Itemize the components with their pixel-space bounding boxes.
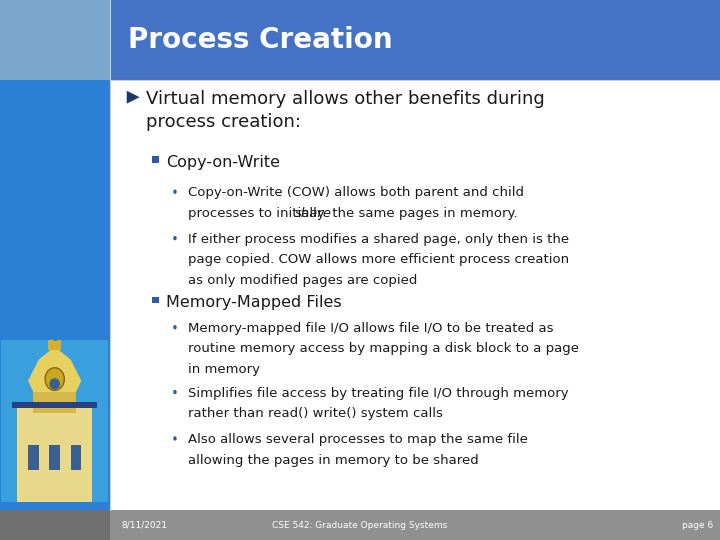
Text: routine memory access by mapping a disk block to a page: routine memory access by mapping a disk … (188, 342, 579, 355)
Text: Virtual memory allows other benefits during: Virtual memory allows other benefits dur… (146, 90, 545, 108)
Bar (152, 156, 159, 163)
Text: If either process modifies a shared page, only then is the: If either process modifies a shared page… (188, 233, 569, 246)
Text: allowing the pages in memory to be shared: allowing the pages in memory to be share… (188, 454, 479, 467)
Text: share: share (294, 207, 331, 220)
Text: 8/11/2021: 8/11/2021 (121, 521, 167, 530)
Text: Also allows several processes to map the same file: Also allows several processes to map the… (188, 433, 528, 446)
Ellipse shape (50, 378, 60, 390)
Text: Copy-on-Write (COW) allows both parent and child: Copy-on-Write (COW) allows both parent a… (188, 186, 524, 199)
Polygon shape (127, 91, 140, 104)
Text: process creation:: process creation: (146, 113, 301, 131)
Bar (28, 446, 39, 470)
Ellipse shape (174, 436, 176, 441)
Ellipse shape (45, 368, 64, 390)
Bar (110, 80, 720, 510)
Text: Simplifies file access by treating file I/O through memory: Simplifies file access by treating file … (188, 387, 569, 400)
Text: page copied. COW allows more efficient process creation: page copied. COW allows more efficient p… (188, 253, 569, 266)
Text: Process Creation: Process Creation (128, 26, 393, 54)
Text: processes to initially: processes to initially (188, 207, 329, 220)
Text: page 6: page 6 (682, 521, 713, 530)
Ellipse shape (174, 236, 176, 240)
Bar (0, 0, 110, 80)
Ellipse shape (174, 390, 176, 394)
Text: CSE 542: Graduate Operating Systems: CSE 542: Graduate Operating Systems (272, 521, 448, 530)
Bar (110, 510, 720, 540)
Text: Memory-Mapped Files: Memory-Mapped Files (166, 295, 342, 310)
Bar (110, 0, 720, 80)
Bar (152, 296, 159, 303)
Bar (50, 446, 60, 470)
Text: as only modified pages are copied: as only modified pages are copied (188, 274, 418, 287)
Text: Memory-mapped file I/O allows file I/O to be treated as: Memory-mapped file I/O allows file I/O t… (188, 322, 554, 335)
Ellipse shape (174, 325, 176, 329)
Ellipse shape (174, 190, 176, 194)
Text: Copy-on-Write: Copy-on-Write (166, 155, 280, 170)
Bar (48, 337, 61, 350)
Bar (17, 405, 92, 502)
Bar (0, 80, 110, 510)
Text: rather than read() write() system calls: rather than read() write() system calls (188, 407, 443, 420)
Text: in memory: in memory (188, 363, 260, 376)
Bar (0, 510, 110, 540)
Bar (71, 446, 81, 470)
Text: the same pages in memory.: the same pages in memory. (328, 207, 518, 220)
Bar (12, 402, 97, 408)
Bar (33, 389, 76, 413)
Polygon shape (28, 347, 81, 392)
